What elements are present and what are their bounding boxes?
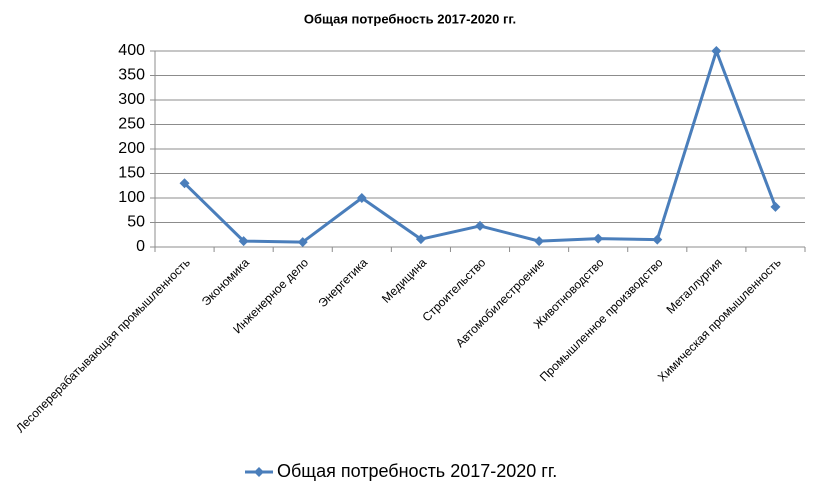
series-line: [183, 49, 777, 244]
marker: [593, 233, 604, 244]
y-tick-label: 150: [118, 165, 145, 182]
x-tick-label: Энергетика: [315, 255, 370, 310]
x-tick-label: Химическая промышленность: [655, 255, 784, 384]
marker: [534, 236, 545, 247]
marker: [475, 220, 485, 231]
x-tick-label: Медицина: [379, 255, 430, 306]
marker: [711, 46, 722, 56]
marker: [770, 201, 781, 212]
marker: [297, 237, 308, 248]
marker: [238, 236, 249, 247]
marker: [356, 193, 367, 203]
y-tick-label: 350: [118, 67, 145, 84]
y-tick-label: 0: [136, 238, 145, 255]
y-tick-label: 50: [127, 214, 145, 231]
legend-label: Общая потребность 2017-2020 гг.: [277, 461, 557, 481]
y-tick-label: 400: [118, 42, 145, 59]
y-tick-label: 100: [118, 189, 145, 206]
chart-title: Общая потребность 2017-2020 гг.: [304, 11, 516, 26]
x-tick-label: Металлургия: [664, 255, 725, 316]
y-tick-label: 200: [118, 140, 145, 157]
marker: [415, 234, 426, 245]
marker: [179, 178, 190, 189]
x-tick-label: Промышленное производство: [537, 255, 666, 384]
x-tick-label: Экономика: [199, 255, 252, 308]
y-tick-label: 250: [118, 116, 145, 133]
y-tick-label: 300: [118, 91, 145, 108]
x-tick-label: Лесоперерабатывающая промышленность: [13, 255, 193, 435]
legend-marker: [254, 467, 264, 477]
marker: [652, 234, 663, 245]
